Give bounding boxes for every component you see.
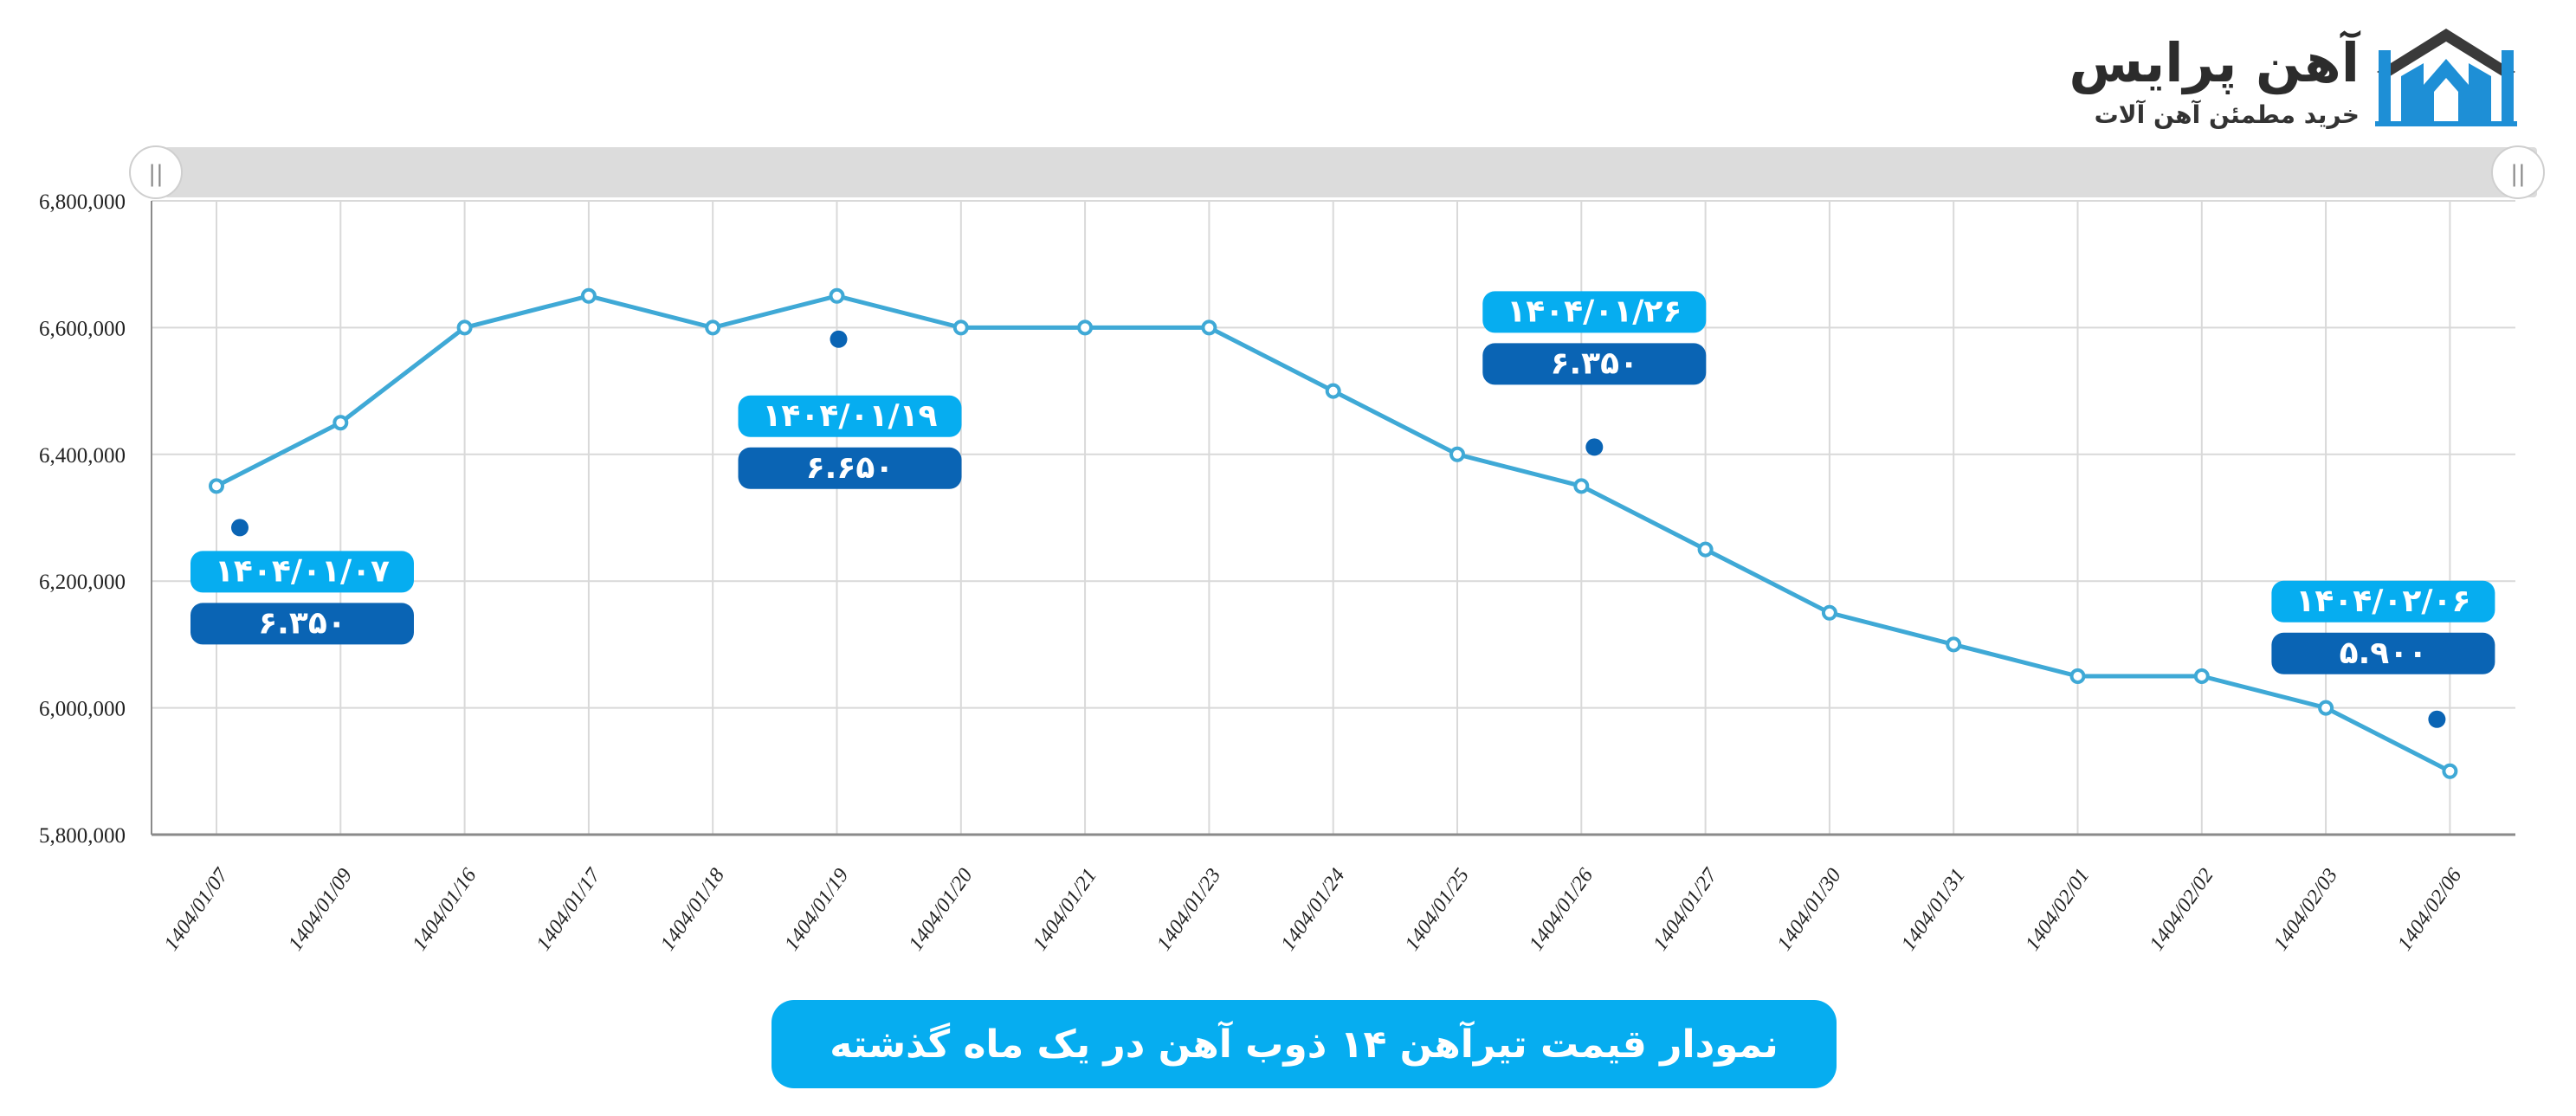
annotation-marker (830, 330, 848, 348)
x-tick-label: 1404/01/24 (1277, 865, 1350, 955)
x-tick-label: 1404/01/16 (408, 865, 481, 955)
annotation-value-badge (1482, 343, 1707, 385)
annotation-value-badge (738, 447, 962, 489)
data-point (1449, 446, 1465, 462)
annotation-value-label: ۶.۳۵۰ (258, 605, 346, 641)
annotation-value-label: ۵.۹۰۰ (2340, 635, 2428, 671)
y-tick-label: 6,200,000 (39, 571, 126, 594)
data-point (1697, 541, 1714, 558)
x-tick-label: 1404/01/23 (1152, 865, 1225, 955)
x-tick-label: 1404/01/30 (1773, 865, 1846, 955)
brand-tagline: خرید مطمئن آهن آلات (2094, 100, 2360, 129)
data-point (705, 319, 721, 336)
x-tick-label: 1404/01/07 (160, 864, 234, 955)
data-point (1573, 478, 1590, 494)
x-tick-label: 1404/01/25 (1401, 865, 1474, 955)
brand-name: آهن پرایس (2069, 31, 2360, 94)
annotation-value-label: ۶.۶۵۰ (806, 450, 894, 486)
data-point (1821, 604, 1837, 621)
y-tick-label: 6,600,000 (39, 317, 126, 340)
data-point (1077, 319, 1094, 336)
data-point (1325, 383, 1341, 399)
y-tick-label: 5,800,000 (39, 824, 126, 848)
x-tick-label: 1404/01/18 (656, 865, 729, 955)
annotation-date-badge (738, 395, 962, 437)
annotation-marker (1585, 438, 1604, 456)
x-tick-label: 1404/01/09 (284, 865, 357, 955)
annotation-value-badge (190, 603, 414, 645)
house-logo-icon (2375, 29, 2517, 126)
annotation-date-badge (2271, 580, 2495, 623)
scrollbar-left-handle[interactable] (129, 145, 183, 199)
x-tick-label: 1404/01/26 (1525, 865, 1598, 955)
chart-title: نمودار قیمت تیرآهن ۱۴ ذوب آهن در یک ماه … (772, 1000, 1837, 1088)
data-point (2193, 668, 2210, 684)
y-tick-label: 6,000,000 (39, 698, 126, 721)
x-tick-label: 1404/01/19 (780, 865, 853, 955)
data-point (456, 319, 473, 336)
annotation-marker (2428, 710, 2446, 728)
data-point (2442, 763, 2458, 779)
brand-header: آهن پرایس خرید مطمئن آهن آلات (2069, 24, 2524, 137)
data-point (1946, 636, 1962, 653)
x-tick-label: 1404/02/01 (2021, 865, 2094, 955)
annotation-date-badge (1482, 291, 1707, 333)
x-tick-label: 1404/01/21 (1029, 865, 1101, 955)
annotation-date-badge (190, 551, 414, 593)
data-point (2069, 668, 2086, 684)
data-point (829, 287, 845, 304)
annotation-date-label: ۱۴۰۴/۰۲/۰۶ (2295, 584, 2470, 619)
data-point (952, 319, 969, 336)
annotation-date-label: ۱۴۰۴/۰۱/۲۶ (1507, 294, 1682, 329)
x-tick-label: 1404/01/17 (533, 864, 606, 955)
x-tick-label: 1404/01/20 (905, 865, 978, 955)
data-point (580, 287, 597, 304)
data-point (332, 415, 349, 431)
y-tick-label: 6,400,000 (39, 444, 126, 468)
annotation-date-label: ۱۴۰۴/۰۱/۰۷ (215, 553, 390, 589)
annotation-date-label: ۱۴۰۴/۰۱/۱۹ (762, 398, 937, 434)
x-tick-label: 1404/02/02 (2146, 865, 2218, 955)
data-point (2318, 700, 2334, 716)
annotation-value-badge (2271, 632, 2495, 674)
scrollbar-right-handle[interactable] (2491, 145, 2545, 199)
annotation-marker (231, 519, 249, 537)
data-point (209, 478, 224, 494)
annotation-value-label: ۶.۳۵۰ (1551, 345, 1639, 381)
x-tick-label: 1404/02/06 (2393, 865, 2466, 955)
scrollbar-grip-icon: || (2510, 161, 2526, 187)
scrollbar-grip-icon: || (148, 161, 164, 187)
x-tick-label: 1404/01/27 (1649, 864, 1722, 955)
y-tick-label: 6,800,000 (39, 190, 126, 214)
x-tick-label: 1404/02/03 (2269, 865, 2342, 955)
range-scrollbar-track (165, 147, 2537, 197)
x-tick-label: 1404/01/31 (1897, 865, 1970, 955)
data-point (1201, 319, 1217, 336)
